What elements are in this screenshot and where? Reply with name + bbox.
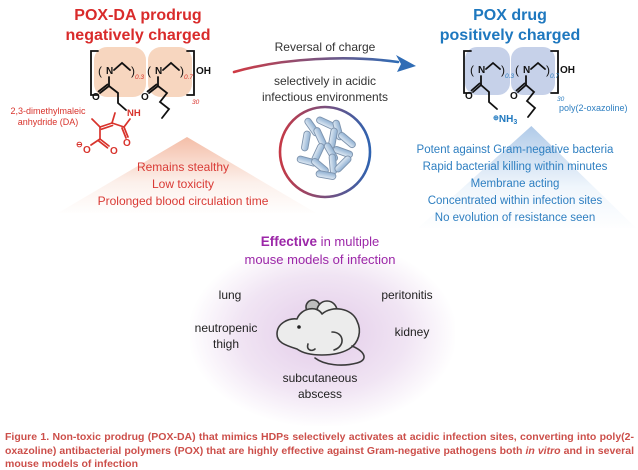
paren: ( — [470, 63, 474, 77]
neutropenic-line1: neutropenic — [194, 321, 258, 335]
benefit-item: Low toxicity — [151, 177, 215, 191]
bacteria-circle-icon — [278, 105, 372, 199]
ratio-subscript: 0.7 — [184, 74, 193, 81]
model-label-subcutaneous-abscess: subcutaneous abscess — [275, 370, 365, 402]
effective-bold: Effective — [260, 234, 318, 249]
ratio-subscript: 0.3 — [505, 73, 514, 80]
reversal-label: Reversal of charge — [274, 40, 376, 54]
benefit-item: No evolution of resistance seen — [434, 212, 596, 224]
model-label-neutropenic-thigh: neutropenic thigh — [186, 320, 266, 352]
benefit-item: Remains stealthy — [136, 160, 230, 174]
benefit-item: Prolonged blood circulation time — [97, 194, 269, 208]
abscess-line1: subcutaneous — [282, 371, 358, 385]
model-label-lung: lung — [218, 288, 242, 302]
da-annotation: 2,3-dimethylmaleic anhydride (DA) — [4, 106, 92, 128]
ratio-subscript: 0.7 — [550, 73, 559, 80]
dp-subscript: 30 — [192, 99, 200, 106]
nh-label: NH — [127, 108, 141, 119]
paren: ( — [98, 64, 102, 78]
ammonium-nh: NH — [499, 114, 513, 125]
da-oxygen-label: O — [83, 145, 91, 156]
ratio-subscript: 0.3 — [135, 74, 144, 81]
oxygen-label: O — [510, 91, 518, 102]
figure-caption: Figure 1. Non-toxic prodrug (POX-DA) tha… — [5, 431, 634, 470]
effective-title-line2: mouse models of infection — [244, 252, 396, 267]
model-label-kidney: kidney — [394, 325, 430, 339]
benefit-item: Potent against Gram-negative bacteria — [416, 144, 614, 156]
pox-title-line2: positively charged — [439, 27, 581, 44]
pox-da-benefits-list: Remains stealthy Low toxicity Prolonged … — [38, 159, 328, 210]
pox-structure-icon: ( N ) 0.3 ( N ) 0.7 OH 30 O O ⊕NH3 poly(… — [463, 47, 628, 126]
figure-caption-text1: Non-toxic prodrug (POX-DA) that mimics H… — [5, 431, 634, 457]
paren: ) — [501, 63, 505, 77]
da-oxygen-label: O — [110, 146, 118, 157]
minus-charge-icon: ⊖ — [76, 140, 83, 149]
bacteria-icon — [296, 116, 356, 180]
benefit-item: Concentrated within infection sites — [427, 195, 603, 207]
reversal-arrow-icon — [232, 55, 416, 74]
neutropenic-line2: thigh — [212, 337, 240, 351]
pox-title: POX drug positively charged — [430, 6, 590, 46]
oxygen-label: O — [92, 92, 100, 103]
nitrogen-label: N — [478, 65, 485, 76]
da-oxygen-label: O — [123, 138, 131, 149]
nitrogen-label: N — [106, 66, 113, 77]
plus-charge-icon: ⊕ — [493, 115, 499, 122]
paren: ( — [515, 63, 519, 77]
abscess-line2: abscess — [297, 387, 343, 401]
pox-da-title-line2: negatively charged — [65, 27, 211, 44]
pox-da-structure-icon: ( N ) 0.3 ( N ) 0.7 OH 30 O O NH O O ⊖ O — [76, 47, 211, 157]
pox-da-title: POX-DA prodrug negatively charged — [53, 6, 223, 46]
end-group-label: OH — [560, 65, 575, 76]
da-annotation-line2: anhydride (DA) — [17, 117, 79, 127]
figure-caption-text2: and in several mouse models of infection — [5, 444, 634, 470]
paren: ) — [131, 64, 135, 78]
conditions-line2: infectious environments — [261, 90, 389, 104]
conditions-label: selectively in acidic infectious environ… — [245, 73, 405, 105]
oxygen-label: O — [141, 92, 149, 103]
mouse-icon — [276, 299, 365, 366]
benefit-item: Rapid bacterial killing within minutes — [422, 161, 608, 173]
oxygen-label: O — [465, 91, 473, 102]
nitrogen-label: N — [155, 66, 162, 77]
figure-caption-label: Figure 1. — [5, 431, 50, 443]
nitrogen-label: N — [523, 65, 530, 76]
pox-benefits-list: Potent against Gram-negative bacteria Ra… — [392, 142, 638, 227]
end-group-label: OH — [196, 66, 211, 77]
da-annotation-line1: 2,3-dimethylmaleic — [10, 106, 86, 116]
effective-rest: in multiple — [317, 234, 380, 249]
conditions-line1: selectively in acidic — [273, 74, 377, 88]
pox-da-title-line1: POX-DA prodrug — [74, 7, 202, 24]
paren: ) — [546, 63, 550, 77]
ammonium-label: ⊕NH3 — [493, 114, 517, 126]
effective-title: Effective in multiple mouse models of in… — [210, 233, 430, 269]
polymer-name-label: poly(2-oxazoline) — [559, 103, 628, 113]
pox-title-line1: POX drug — [473, 7, 547, 24]
model-label-peritonitis: peritonitis — [381, 288, 433, 302]
effective-title-line1: Effective in multiple — [210, 233, 430, 251]
benefit-item: Membrane acting — [470, 178, 560, 190]
figure-caption-italic: in vitro — [525, 444, 561, 457]
dp-subscript: 30 — [557, 96, 565, 103]
paren: ) — [180, 64, 184, 78]
paren: ( — [147, 64, 151, 78]
ammonium-subscript: 3 — [513, 119, 517, 126]
